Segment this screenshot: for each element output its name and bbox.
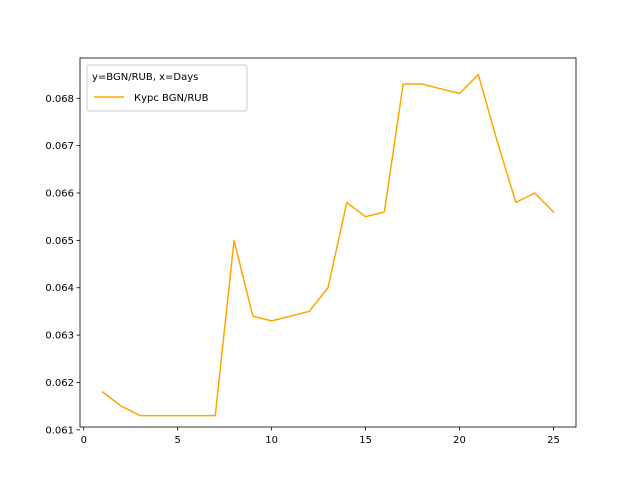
y-tick-label: 0.061 (45, 425, 74, 436)
legend: y=BGN/RUB, x=Days Курс BGN/RUB (86, 64, 248, 112)
x-tick-label: 5 (175, 435, 181, 446)
x-tick-label: 25 (547, 435, 560, 446)
y-tick-label: 0.068 (45, 94, 74, 105)
x-axis: 0 5 10 15 20 25 (81, 427, 560, 446)
x-tick-label: 20 (453, 435, 466, 446)
y-tick-label: 0.064 (45, 283, 74, 294)
plot-frame (79, 57, 577, 428)
legend-box (86, 64, 248, 112)
y-tick-label: 0.065 (45, 236, 74, 247)
x-tick-label: 0 (81, 435, 87, 446)
y-tick-label: 0.063 (45, 331, 74, 342)
y-tick-label: 0.062 (45, 378, 74, 389)
series-line-kurs-bgn-rub (101, 73, 555, 417)
legend-title: y=BGN/RUB, x=Days (92, 72, 198, 83)
x-tick-label: 15 (359, 435, 372, 446)
x-tick-label: 10 (265, 435, 278, 446)
y-tick-label: 0.066 (45, 189, 74, 200)
y-tick-label: 0.067 (45, 141, 74, 152)
legend-entry-label: Курс BGN/RUB (134, 93, 209, 104)
plot-area (80, 58, 576, 427)
y-axis: 0.061 0.062 0.063 0.064 0.065 0.066 0.067 0.068 (45, 94, 80, 436)
